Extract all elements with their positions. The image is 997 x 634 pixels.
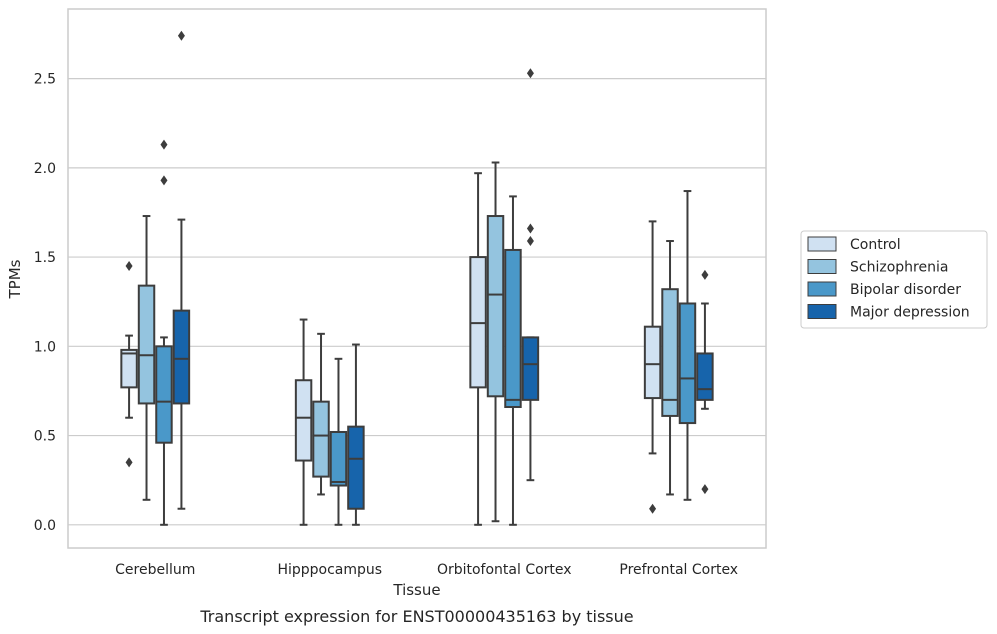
x-tick-label: Prefrontal Cortex bbox=[619, 562, 738, 578]
legend-swatch bbox=[807, 259, 837, 274]
box-body bbox=[696, 352, 714, 401]
boxes bbox=[120, 30, 714, 526]
plot-area bbox=[67, 8, 767, 549]
box-3-1 bbox=[661, 240, 679, 496]
box-body bbox=[486, 215, 505, 398]
box-2-2 bbox=[504, 195, 522, 526]
y-tick-labels: 0.0 0.5 1.0 1.5 2.0 2.5 bbox=[34, 72, 56, 534]
box-1-0 bbox=[294, 318, 313, 526]
box-2-3 bbox=[521, 68, 540, 482]
y-tick-label: 2.0 bbox=[34, 161, 56, 177]
box-1-2 bbox=[329, 357, 348, 526]
box-body bbox=[294, 379, 313, 462]
legend-items: Control Schizophrenia Bipolar disorder Majo… bbox=[807, 236, 970, 321]
y-tick-label: 1.5 bbox=[34, 250, 56, 266]
box-1-1 bbox=[312, 332, 330, 496]
outlier-point bbox=[160, 139, 168, 150]
box-3-2 bbox=[678, 190, 697, 501]
box-body bbox=[521, 336, 540, 401]
box-body bbox=[678, 302, 697, 425]
outlier-point bbox=[160, 175, 168, 186]
outlier-point bbox=[526, 68, 534, 79]
box-body bbox=[347, 425, 365, 510]
box-2-1 bbox=[486, 161, 505, 523]
outlier-point bbox=[701, 269, 709, 280]
legend-label: Control bbox=[850, 237, 901, 253]
box-3-3 bbox=[696, 269, 714, 495]
box-body bbox=[661, 288, 679, 417]
legend-label: Major depression bbox=[850, 305, 970, 321]
outlier-point bbox=[649, 503, 657, 514]
x-tick-label: Orbitofontal Cortex bbox=[437, 562, 572, 578]
legend-label: Schizophrenia bbox=[850, 260, 948, 276]
outlier-point bbox=[177, 30, 185, 41]
y-tick-label: 1.0 bbox=[34, 339, 56, 355]
x-tick-label: Cerebellum bbox=[115, 562, 195, 578]
box-0-1 bbox=[137, 215, 156, 501]
legend: Control Schizophrenia Bipolar disorder Majo… bbox=[800, 230, 988, 329]
chart-caption: Transcript expression for ENST0000043516… bbox=[199, 607, 633, 626]
legend-swatch bbox=[807, 304, 837, 319]
box-body bbox=[172, 309, 191, 405]
box-0-3 bbox=[172, 30, 191, 510]
x-axis-label: Tissue bbox=[392, 581, 440, 599]
box-body bbox=[329, 430, 348, 487]
legend-label: Bipolar disorder bbox=[850, 282, 961, 298]
outlier-point bbox=[701, 484, 709, 495]
box-3-0 bbox=[643, 220, 662, 514]
box-body bbox=[155, 345, 173, 444]
box-body bbox=[120, 348, 138, 389]
legend-swatch bbox=[807, 236, 837, 252]
legend-swatch bbox=[807, 281, 837, 297]
outlier-point bbox=[526, 223, 534, 234]
y-tick-label: 0.0 bbox=[34, 518, 56, 534]
box-1-3 bbox=[347, 343, 365, 526]
outlier-point bbox=[125, 261, 133, 272]
outlier-point bbox=[125, 457, 133, 468]
x-tick-label: Hipppocampus bbox=[277, 562, 382, 578]
box-body bbox=[504, 248, 522, 409]
box-body bbox=[312, 400, 330, 478]
box-0-2 bbox=[155, 139, 173, 526]
box-body bbox=[137, 284, 156, 405]
y-tick-label: 0.5 bbox=[34, 429, 56, 445]
legend-frame bbox=[800, 230, 988, 329]
outlier-point bbox=[526, 236, 534, 247]
box-0-0 bbox=[120, 261, 138, 468]
box-2-0 bbox=[469, 172, 487, 526]
y-tick-label: 2.5 bbox=[34, 72, 56, 88]
y-axis-label: TPMs bbox=[6, 259, 24, 299]
box-body bbox=[643, 325, 662, 400]
x-tick-labels: Cerebellum Hipppocampus Orbitofontal Corte… bbox=[115, 562, 738, 578]
